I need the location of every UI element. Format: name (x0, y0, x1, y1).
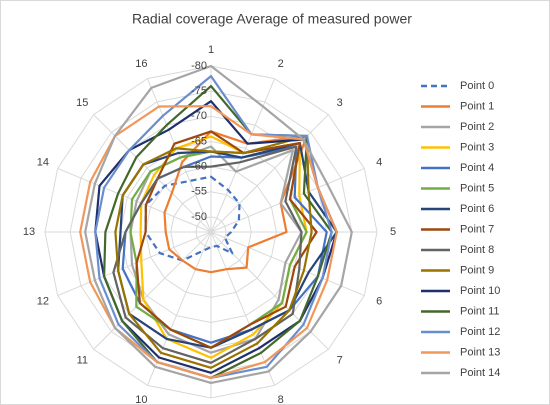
legend-label: Point 4 (460, 162, 494, 174)
spoke (93, 231, 212, 350)
category-label: 15 (76, 97, 88, 109)
series-line (112, 145, 303, 364)
series-line (114, 134, 313, 369)
category-label: 6 (376, 296, 382, 308)
category-label: 8 (278, 394, 284, 405)
r-tick-label: -65 (191, 135, 207, 147)
legend-label: Point 8 (460, 244, 494, 256)
category-label: 2 (278, 58, 284, 70)
category-label: 11 (77, 355, 88, 367)
r-tick-label: -80 (191, 60, 207, 72)
category-label: 10 (135, 394, 147, 405)
legend-label: Point 3 (460, 141, 494, 153)
r-tick-label: -50 (191, 211, 207, 223)
legend-label: Point 2 (460, 121, 494, 133)
spoke (57, 168, 212, 233)
series-line (144, 175, 241, 262)
series-line (84, 64, 353, 384)
r-tick-label: -75 (191, 85, 207, 97)
spoke (93, 114, 212, 233)
series-line (79, 105, 338, 379)
legend-label: Point 0 (460, 80, 494, 92)
grid-ring (44, 65, 378, 399)
r-tick-label: -70 (191, 110, 207, 122)
r-tick-label: -60 (191, 161, 207, 173)
series-line (135, 130, 318, 349)
category-label: 16 (135, 58, 147, 70)
legend-label: Point 9 (460, 264, 494, 276)
category-label: 7 (337, 355, 343, 367)
grid (44, 65, 378, 399)
spoke (210, 168, 365, 233)
category-label: 12 (37, 296, 49, 308)
spoke (210, 231, 275, 386)
spoke (210, 78, 275, 233)
spoke (147, 78, 212, 233)
category-label: 4 (376, 156, 382, 168)
labels: -50-55-60-65-70-75-801234567891011121314… (23, 44, 396, 405)
spoke (210, 114, 329, 233)
legend: Point 0 Point 1 Point 2 Point 3 Point 4 Point… (421, 80, 500, 379)
grid-ring (145, 166, 277, 298)
category-label: 13 (23, 226, 35, 238)
legend-label: Point 1 (460, 100, 494, 112)
spoke (147, 231, 212, 386)
category-label: 1 (208, 44, 214, 56)
legend-label: Point 5 (460, 182, 494, 194)
category-label: 5 (390, 226, 396, 238)
legend-label: Point 10 (460, 285, 500, 297)
category-label: 14 (37, 156, 49, 168)
series-line (139, 135, 308, 359)
series-line (129, 145, 303, 354)
spoke (57, 231, 212, 296)
r-tick-label: -55 (191, 186, 207, 198)
legend-label: Point 11 (460, 305, 500, 317)
category-label: 3 (337, 97, 343, 109)
spoke (210, 231, 365, 296)
legend-label: Point 13 (460, 346, 500, 358)
legend-label: Point 6 (460, 203, 494, 215)
legend-label: Point 12 (460, 326, 500, 338)
grid-ring (195, 216, 227, 248)
series-group (79, 64, 353, 384)
legend-label: Point 7 (460, 223, 494, 235)
chart-title: Radial coverage Average of measured powe… (132, 11, 412, 27)
legend-label: Point 14 (460, 367, 500, 379)
